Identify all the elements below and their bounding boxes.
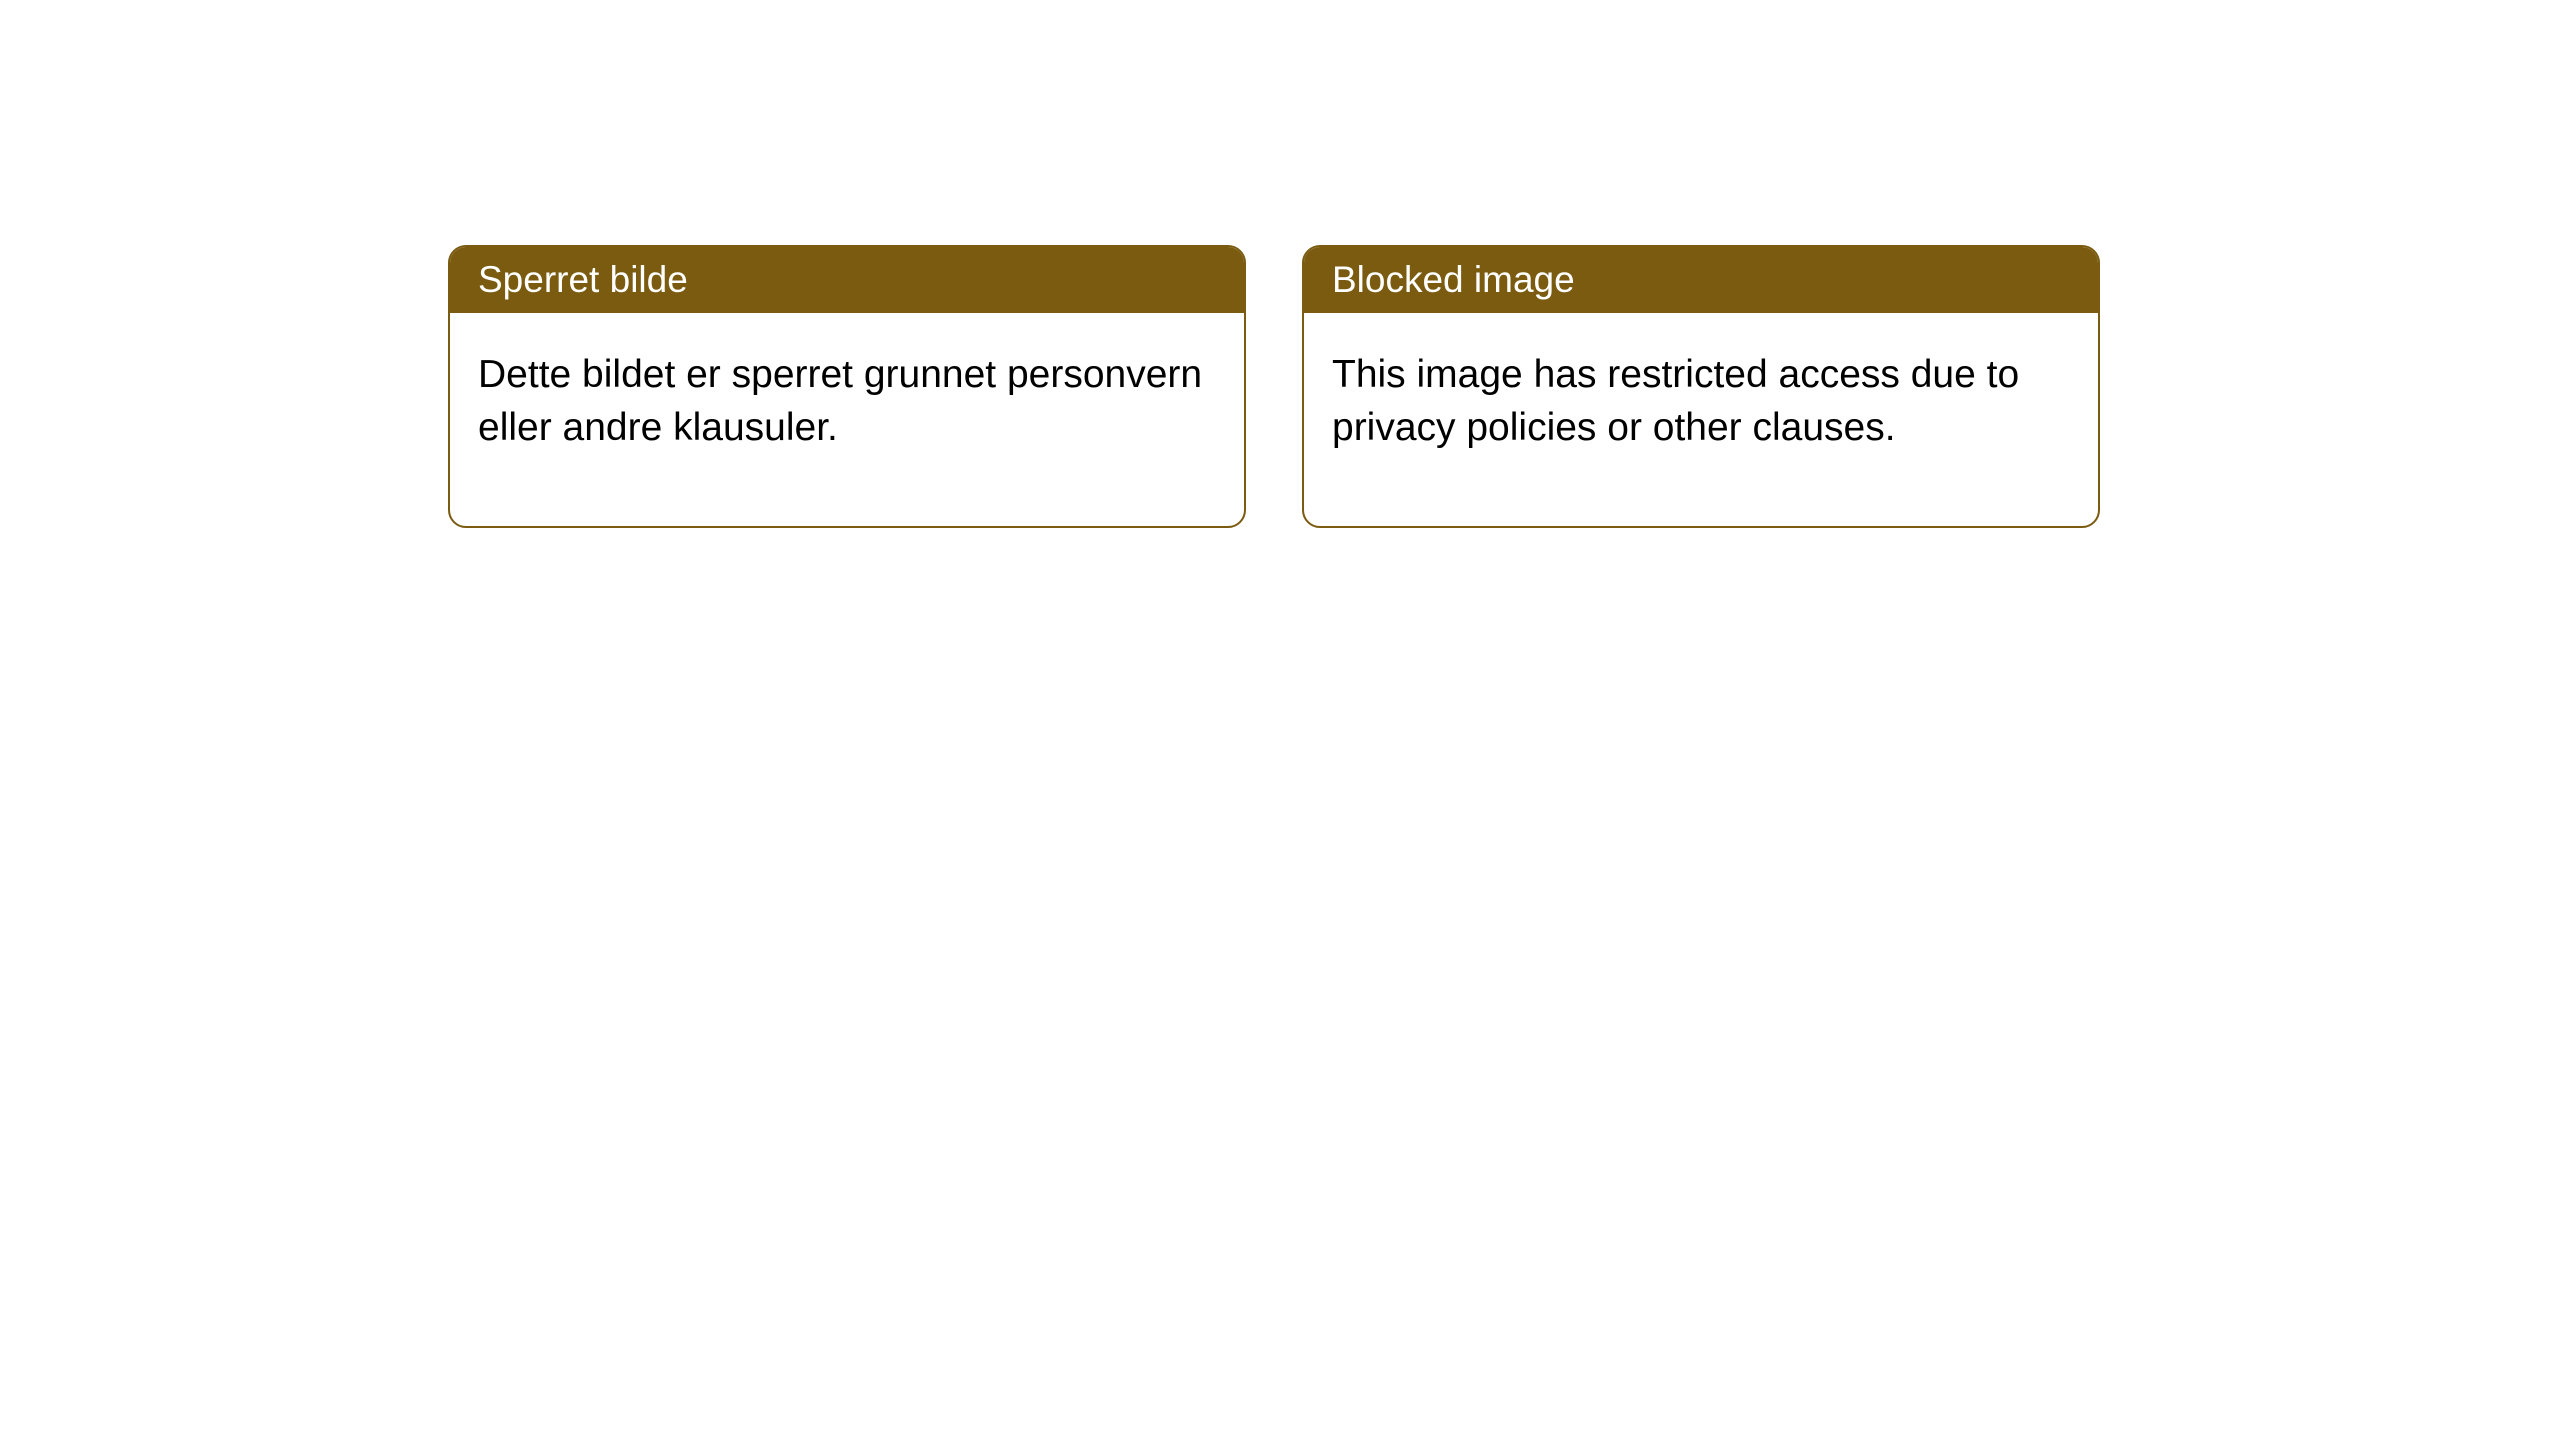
card-body: Dette bildet er sperret grunnet personve…	[450, 313, 1244, 526]
notice-cards-container: Sperret bilde Dette bildet er sperret gr…	[448, 245, 2100, 528]
card-body-text: This image has restricted access due to …	[1332, 353, 2019, 449]
card-body-text: Dette bildet er sperret grunnet personve…	[478, 353, 1202, 449]
notice-card-norwegian: Sperret bilde Dette bildet er sperret gr…	[448, 245, 1246, 528]
card-header: Blocked image	[1304, 247, 2098, 313]
notice-card-english: Blocked image This image has restricted …	[1302, 245, 2100, 528]
card-title: Sperret bilde	[478, 259, 688, 300]
card-body: This image has restricted access due to …	[1304, 313, 2098, 526]
card-header: Sperret bilde	[450, 247, 1244, 313]
card-title: Blocked image	[1332, 259, 1575, 300]
